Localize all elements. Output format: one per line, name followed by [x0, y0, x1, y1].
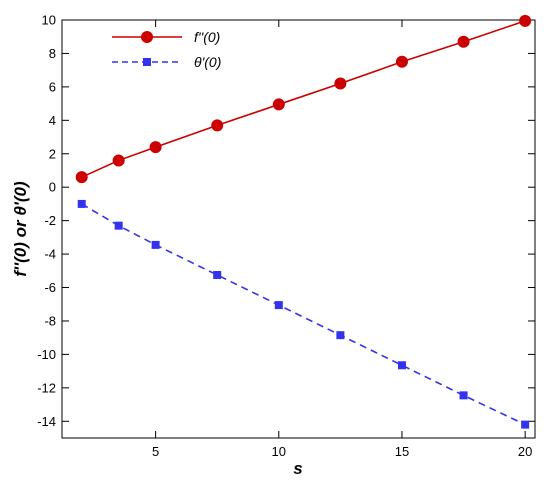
data-point-1: [274, 301, 283, 310]
data-point-1: [521, 420, 530, 429]
data-point-0: [272, 98, 285, 111]
y-tick-label: 2: [49, 146, 56, 161]
y-tick-label: -10: [37, 347, 56, 362]
y-tick-label: -4: [44, 247, 56, 262]
data-point-0: [112, 154, 125, 167]
legend: f''(0) θ'(0): [112, 29, 221, 70]
data-point-0: [519, 14, 532, 27]
series-layer: [75, 14, 532, 429]
y-tick-label: -14: [37, 414, 56, 429]
data-point-1: [114, 221, 123, 230]
x-tick-label: 5: [152, 444, 159, 459]
y-tick-label: 6: [49, 79, 56, 94]
y-tick-label: 8: [49, 46, 56, 61]
y-tick-label: -2: [44, 213, 56, 228]
x-tick-label: 10: [272, 444, 286, 459]
y-tick-label: 0: [49, 180, 56, 195]
data-point-0: [75, 171, 88, 184]
legend-label-theta: θ'(0): [194, 54, 221, 70]
data-point-1: [397, 361, 406, 370]
y-tick-label: -12: [37, 380, 56, 395]
data-point-1: [151, 240, 160, 249]
x-tick-label: 20: [518, 444, 532, 459]
y-tick-label: 10: [42, 13, 56, 28]
data-point-0: [395, 55, 408, 68]
plot-frame: [61, 19, 536, 439]
data-point-0: [149, 141, 162, 154]
data-point-1: [77, 199, 86, 208]
x-axis-title: s: [293, 459, 302, 478]
y-tick-label: 4: [49, 113, 56, 128]
legend-label-fpp: f''(0): [194, 29, 220, 45]
data-point-1: [213, 270, 222, 279]
data-point-1: [336, 331, 345, 340]
data-point-0: [457, 35, 470, 48]
legend-marker-fpp: [141, 31, 153, 43]
y-tick-label: -8: [44, 313, 56, 328]
x-tick-label: 15: [395, 444, 409, 459]
y-axis-title: f''(0) or θ'(0): [11, 181, 30, 277]
series-line-1: [81, 203, 526, 426]
data-point-0: [211, 119, 224, 132]
data-point-1: [459, 391, 468, 400]
legend-marker-theta: [143, 58, 151, 66]
y-tick-label: -6: [44, 280, 56, 295]
data-point-0: [334, 77, 347, 90]
